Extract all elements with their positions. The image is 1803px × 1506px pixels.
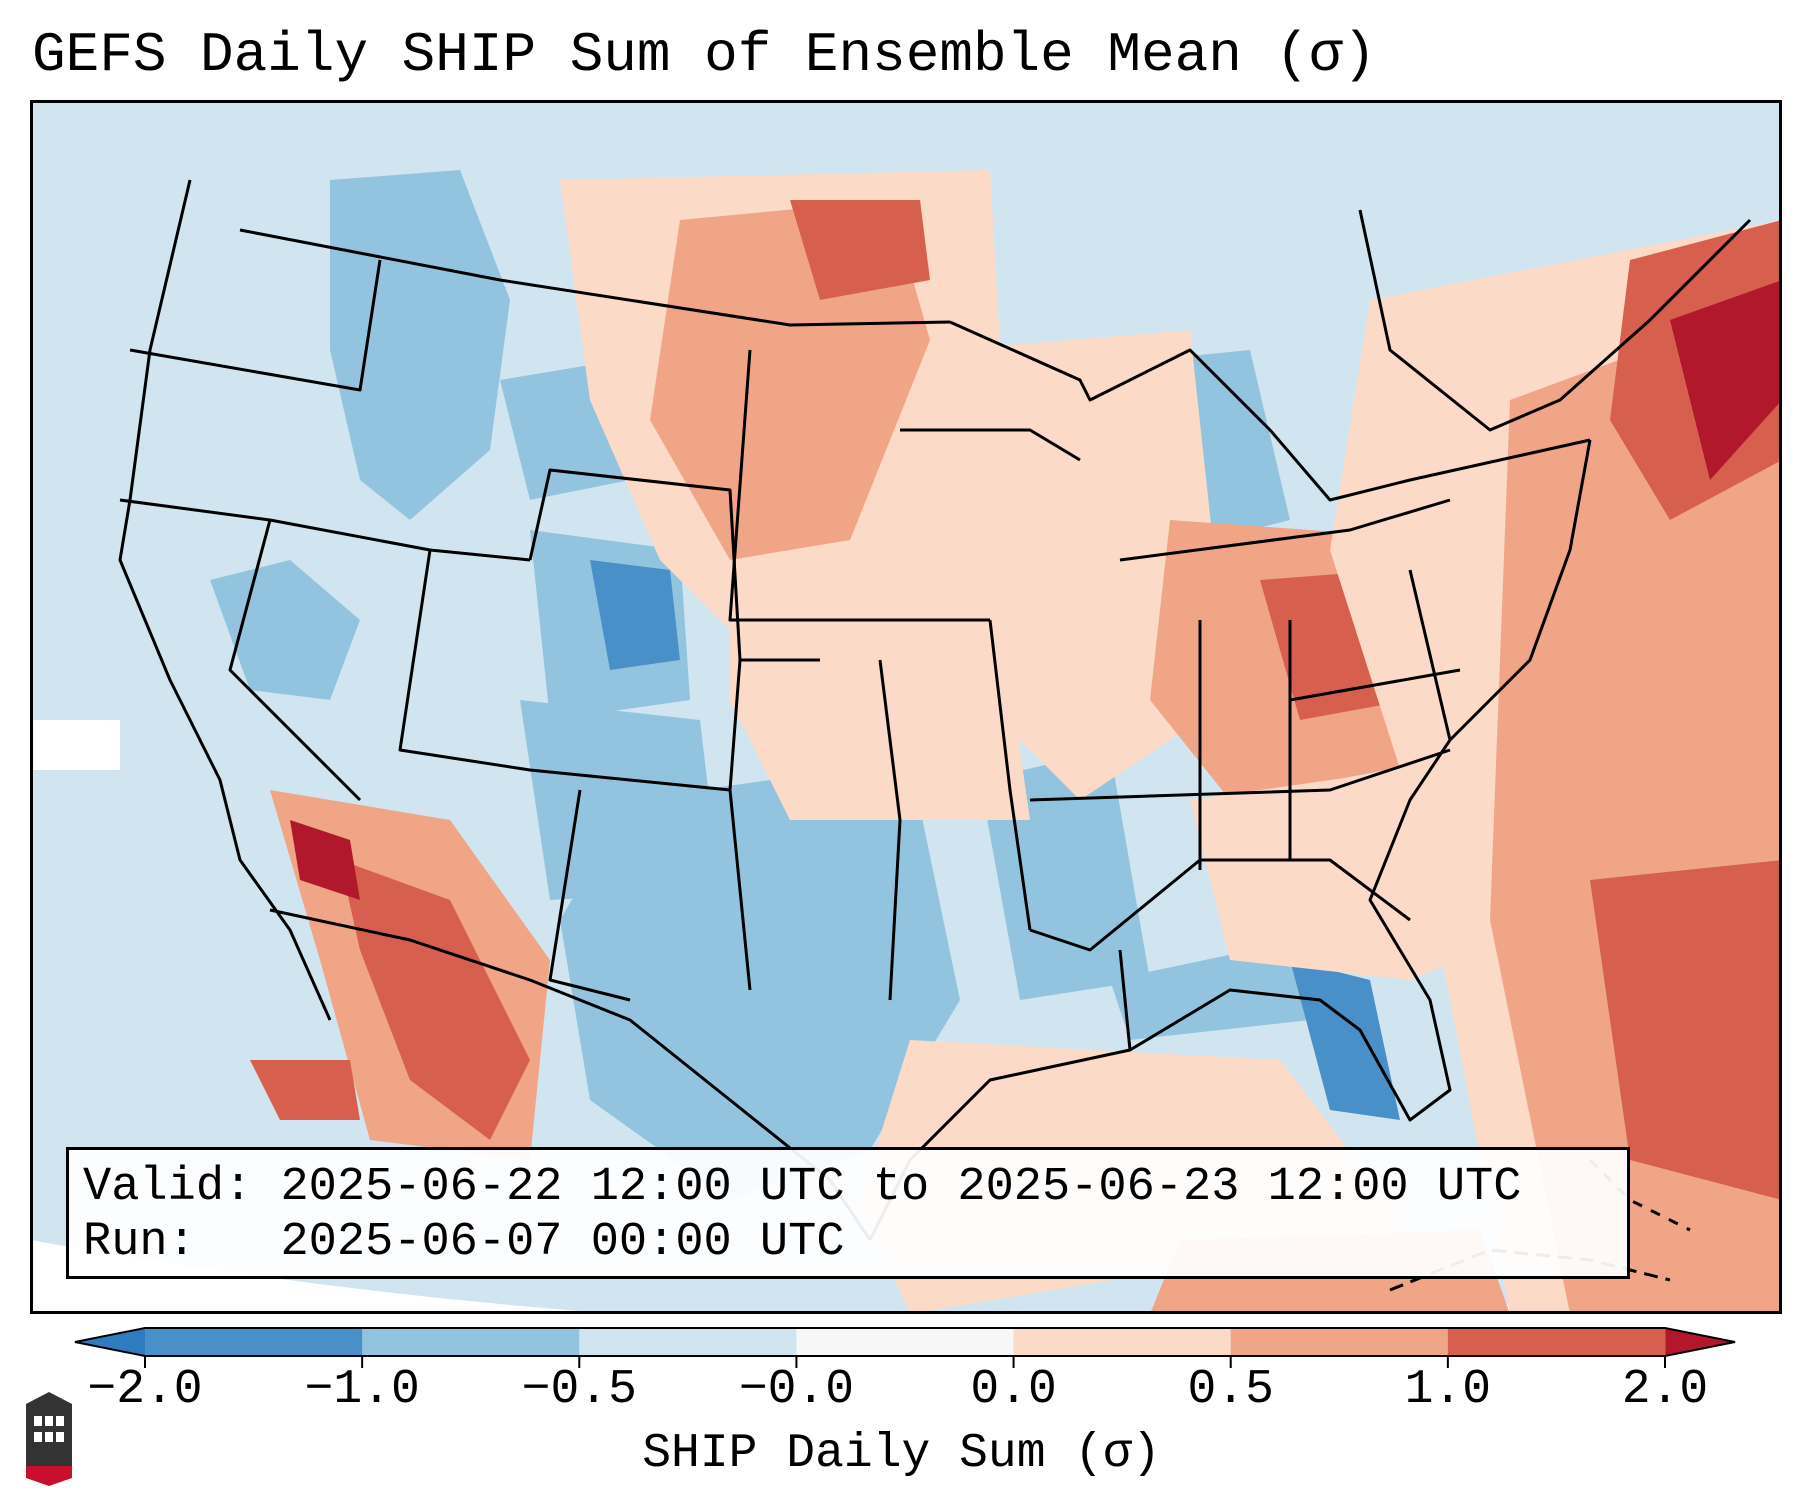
- boundary-6: [728, 659, 752, 991]
- colorbar-tick-label: 0.5: [1187, 1363, 1274, 1417]
- colorbar-tick-label: 0.0: [970, 1363, 1057, 1417]
- boundary-7: [728, 349, 990, 622]
- niu-logo: [26, 1392, 72, 1486]
- anomaly-map: [30, 100, 1782, 1314]
- boundary-3: [228, 519, 362, 802]
- boundary-1: [129, 259, 382, 392]
- anomaly-mexico-pacific: [250, 1060, 360, 1120]
- run-label: Run:: [83, 1216, 196, 1269]
- colorbar-bin: [145, 1328, 363, 1356]
- colorbar-bin: [796, 1328, 1015, 1356]
- colorbar-tick-label: −2.0: [87, 1363, 203, 1417]
- colorbar-tick-label: −0.5: [521, 1363, 637, 1417]
- east-coast-outline: [868, 439, 1592, 1241]
- anomaly-sierra-madre: [340, 860, 530, 1140]
- map-frame: [30, 100, 1782, 1314]
- valid-label: Valid:: [83, 1161, 253, 1214]
- colorbar-bin: [579, 1328, 797, 1356]
- boundary-18: [878, 659, 902, 1001]
- anomaly-gulf-of-california: [290, 820, 360, 900]
- state-boundaries: [118, 179, 1752, 1292]
- boundary-2: [119, 498, 531, 562]
- colorbar-tick-label: −0.0: [738, 1363, 855, 1417]
- boundary-10: [1029, 748, 1451, 802]
- map-panel[interactable]: [30, 100, 1782, 1314]
- colorbar-label: SHIP Daily Sum (σ): [642, 1427, 1161, 1481]
- colorbar-bin: [1447, 1328, 1666, 1356]
- colorbar-bin: [1230, 1328, 1449, 1356]
- boundary-16: [1408, 569, 1452, 741]
- colorbar-over-arrow: [1665, 1328, 1735, 1356]
- anomaly-central-plains: [730, 540, 1030, 820]
- boundary-4: [398, 549, 731, 792]
- valid-time-range: 2025-06-22 12:00 UTC to 2025-06-23 12:00…: [280, 1161, 1522, 1214]
- anomaly-new-england-core: [1670, 280, 1782, 480]
- boundary-8: [900, 428, 1081, 462]
- anomaly-north-dakota-core: [790, 200, 930, 300]
- anomaly-colorado-core: [590, 560, 680, 670]
- colorbar-tick-label: −1.0: [304, 1363, 420, 1417]
- chart-title: GEFS Daily SHIP Sum of Ensemble Mean (σ): [32, 23, 1377, 87]
- valid-run-info-box: Valid: 2025-06-22 12:00 UTC to 2025-06-2…: [66, 1147, 1630, 1279]
- anomaly-atlantic-core: [1590, 860, 1782, 1200]
- hudson-bay-coast: [1358, 209, 1752, 432]
- west-coast-outline: [118, 179, 332, 1021]
- colorbar-under-arrow: [75, 1328, 145, 1356]
- boundary-17: [548, 789, 631, 1002]
- colorbar-bin: [362, 1328, 580, 1356]
- bahamas: [1588, 1158, 1691, 1232]
- colorbar-tick-label: 1.0: [1404, 1363, 1492, 1417]
- great-lakes-outline: [949, 320, 1591, 502]
- canada-border-west: [239, 228, 951, 327]
- anomaly-northern-rockies: [330, 170, 510, 520]
- boundary-5: [528, 468, 820, 662]
- missing-data-patch: [30, 720, 120, 770]
- negative-anomaly-fields: [210, 170, 1750, 1300]
- positive-anomaly-fields: [250, 170, 1782, 1314]
- anomaly-great-basin: [210, 560, 360, 700]
- boundary-9: [988, 619, 1032, 931]
- colorbar: [74, 1327, 1736, 1368]
- boundary-19: [1118, 949, 1132, 1051]
- colorbar-tick-label: 2.0: [1621, 1363, 1709, 1417]
- boundary-12: [1119, 498, 1451, 562]
- run-time: 2025-06-07 00:00 UTC: [280, 1216, 845, 1269]
- colorbar-bin: [1013, 1328, 1232, 1356]
- anomaly-gulf-coast: [1110, 940, 1310, 1040]
- boundary-15: [1289, 668, 1461, 702]
- anomaly-texas: [560, 760, 960, 1200]
